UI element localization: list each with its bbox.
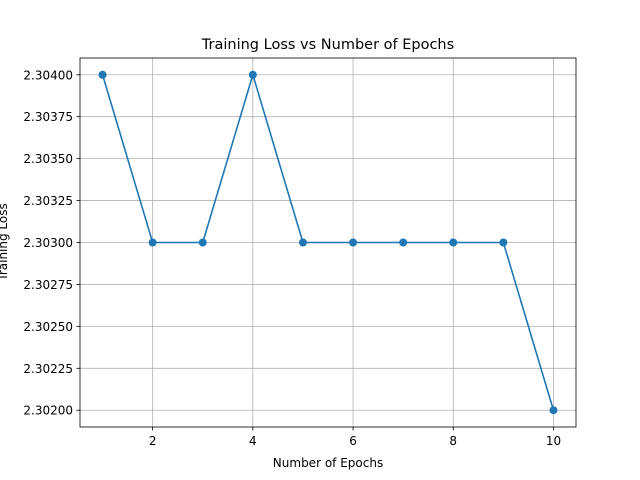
x-axis-label: Number of Epochs — [273, 456, 383, 470]
axis-ticks: 2 4 6 8 10 2.30200 2.30225 2.30250 2.30275 2.3030… — [23, 68, 561, 448]
data-point — [98, 70, 107, 79]
data-point — [248, 70, 257, 79]
data-point — [298, 238, 307, 247]
y-tick-label: 2.30325 — [23, 194, 73, 208]
y-tick-label: 2.30400 — [23, 68, 73, 82]
x-tick-label: 4 — [249, 434, 257, 448]
y-tick-label: 2.30225 — [23, 362, 73, 376]
data-point — [549, 406, 558, 415]
y-tick-label: 2.30350 — [23, 152, 73, 166]
data-point — [399, 238, 408, 247]
series-line — [101, 73, 555, 411]
x-tick-label: 8 — [449, 434, 457, 448]
chart-title: Training Loss vs Number of Epochs — [201, 37, 454, 53]
x-tick-label: 6 — [349, 434, 357, 448]
data-point — [349, 238, 358, 247]
grid — [80, 58, 576, 427]
y-axis-label: Training Loss — [0, 203, 10, 281]
y-tick-label: 2.30300 — [23, 236, 73, 250]
data-point — [449, 238, 458, 247]
data-point — [148, 238, 157, 247]
data-point — [198, 238, 207, 247]
x-tick-label: 2 — [149, 434, 157, 448]
x-tick-label: 10 — [546, 434, 561, 448]
y-tick-label: 2.30250 — [23, 320, 73, 334]
y-tick-label: 2.30275 — [23, 278, 73, 292]
series-training-loss — [98, 70, 558, 415]
data-point — [499, 238, 508, 247]
y-tick-label: 2.30200 — [23, 404, 73, 418]
y-tick-label: 2.30375 — [23, 110, 73, 124]
